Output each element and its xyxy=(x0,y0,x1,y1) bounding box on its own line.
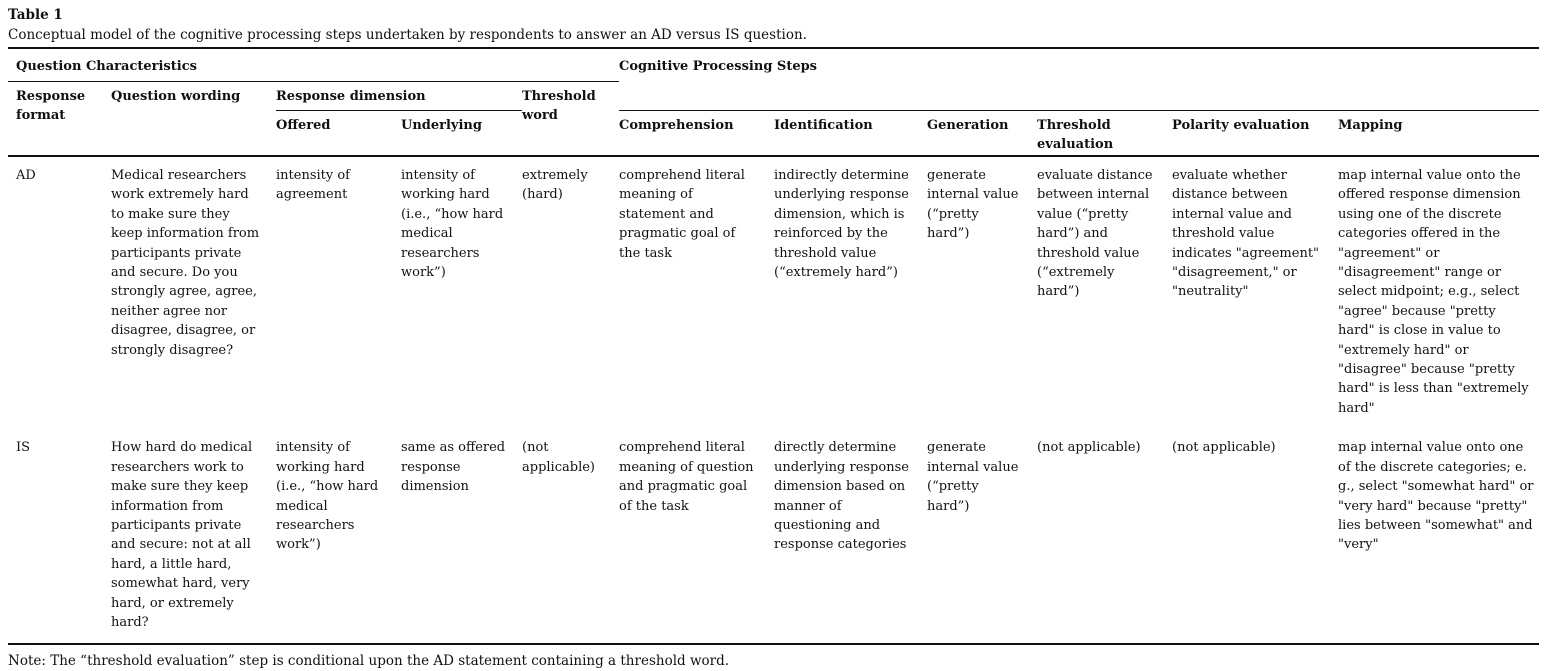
group-header-row: Question Characteristics Cognitive Proce… xyxy=(8,48,1539,82)
cell-ad-threshold-evaluation: evaluate distance between internal value… xyxy=(1037,154,1173,430)
cell-is-underlying: same as offered response dimension xyxy=(401,440,506,495)
cognitive-steps-rule xyxy=(619,81,1540,111)
table-note: Note: The “threshold evaluation” step is… xyxy=(8,653,730,670)
table-body: AD Medical researchers work extremely ha… xyxy=(8,154,1540,644)
cell-ad-underlying: intensity of working hard (i.e., “how ha… xyxy=(401,154,522,430)
cell-is-identification: directly determine underlying response d… xyxy=(774,440,909,553)
cell-is-threshold-evaluation: (not applicable) xyxy=(1037,440,1141,456)
sub-header-row: Response format Question wording Respons… xyxy=(8,81,1540,123)
table-row-is: IS How hard do medical researchers work … xyxy=(8,429,1539,644)
col-header-question-wording: Question wording xyxy=(111,88,241,104)
cell-is-response-format: IS xyxy=(16,440,31,456)
table-title: Table 1 xyxy=(8,7,63,23)
table-header: Question Characteristics Cognitive Proce… xyxy=(8,48,1540,156)
col-header-threshold-evaluation: Threshold evaluation xyxy=(1037,117,1114,152)
cell-is-mapping: map internal value onto one of the discr… xyxy=(1338,440,1534,553)
cell-is-question-wording: How hard do medical researchers work to … xyxy=(111,440,253,630)
col-header-generation: Generation xyxy=(927,117,1009,133)
col-header-response-dimension: Response dimension xyxy=(276,81,522,111)
col-header-threshold-word: Threshold word xyxy=(522,88,596,123)
leaf-header-row: Offered Underlying Comprehension Identif… xyxy=(8,110,1539,156)
cell-ad-polarity-evaluation: evaluate whether distance between intern… xyxy=(1172,154,1339,430)
group-header-question-characteristics: Question Characteristics xyxy=(8,48,620,82)
cell-ad-threshold-word: extremely (hard) xyxy=(522,154,620,430)
col-header-offered: Offered xyxy=(276,117,331,133)
col-header-identification: Identification xyxy=(774,117,873,133)
cell-is-polarity-evaluation: (not applicable) xyxy=(1172,440,1276,456)
conceptual-model-table: Question Characteristics Cognitive Proce… xyxy=(8,47,1540,646)
cell-is-comprehension: comprehend literal meaning of question a… xyxy=(619,440,754,514)
col-header-mapping: Mapping xyxy=(1338,117,1403,133)
cell-ad-identification: indirectly determine underlying response… xyxy=(774,154,928,430)
col-header-underlying: Underlying xyxy=(401,117,482,133)
table-row-ad: AD Medical researchers work extremely ha… xyxy=(8,154,1540,430)
cell-ad-offered: intensity of agreement xyxy=(276,154,401,430)
cell-ad-response-format: AD xyxy=(8,154,111,430)
cell-is-generation: generate internal value (“pretty hard”) xyxy=(927,440,1019,514)
col-header-polarity-evaluation: Polarity evaluation xyxy=(1172,117,1310,133)
cell-ad-question-wording: Medical researchers work extremely hard … xyxy=(111,154,276,430)
col-header-comprehension: Comprehension xyxy=(619,117,734,133)
group-header-cognitive-processing-steps: Cognitive Processing Steps xyxy=(619,59,818,74)
cell-is-threshold-word: (not applicable) xyxy=(522,440,595,475)
cell-ad-comprehension: comprehend literal meaning of statement … xyxy=(619,154,775,430)
col-header-response-format: Response format xyxy=(16,88,86,123)
cell-is-offered: intensity of working hard (i.e., “how ha… xyxy=(276,440,379,553)
cell-ad-mapping: map internal value onto the offered resp… xyxy=(1338,154,1540,430)
cell-ad-generation: generate internal value (“pretty hard”) xyxy=(927,154,1038,430)
table-caption: Conceptual model of the cognitive proces… xyxy=(8,27,807,43)
